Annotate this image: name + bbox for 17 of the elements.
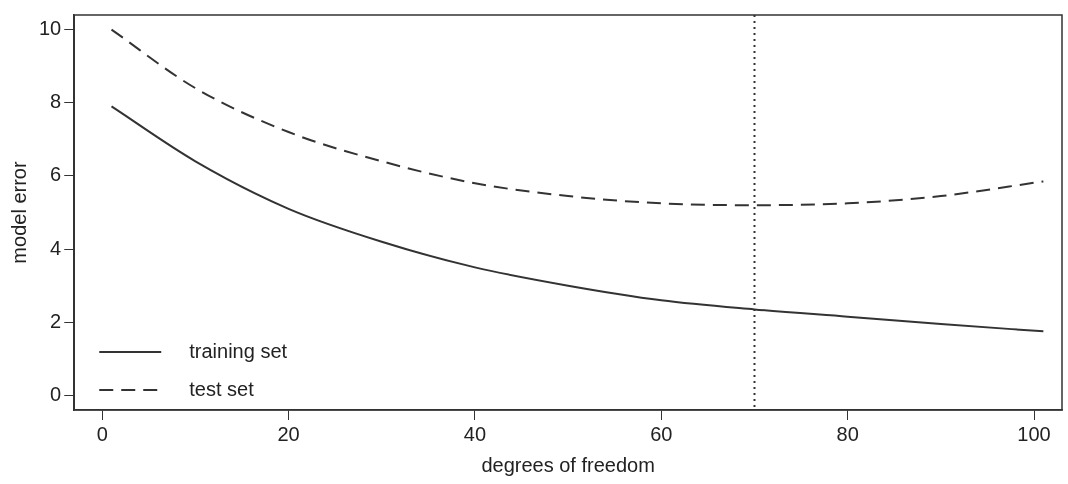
y-tick-label: 0 [50,382,62,405]
legend-label: test set [189,377,255,400]
y-axis-title: model error [7,161,30,264]
line-series [110,28,1045,207]
legend-label: training set [189,339,288,362]
x-tick-label: 40 [463,422,487,445]
x-tick-label: 0 [96,422,108,445]
y-tick-label: 8 [50,90,62,113]
y-tick-label: 10 [39,17,62,40]
x-tick-label: 80 [836,422,859,445]
x-tick-label: 100 [1017,422,1051,445]
y-tick-label: 6 [50,163,62,186]
x-tick-label: 20 [277,422,300,445]
y-tick-label: 4 [50,236,62,259]
x-tick-label: 60 [650,422,673,445]
y-tick-label: 2 [50,309,62,332]
x-axis-title: degrees of freedom [481,453,655,476]
